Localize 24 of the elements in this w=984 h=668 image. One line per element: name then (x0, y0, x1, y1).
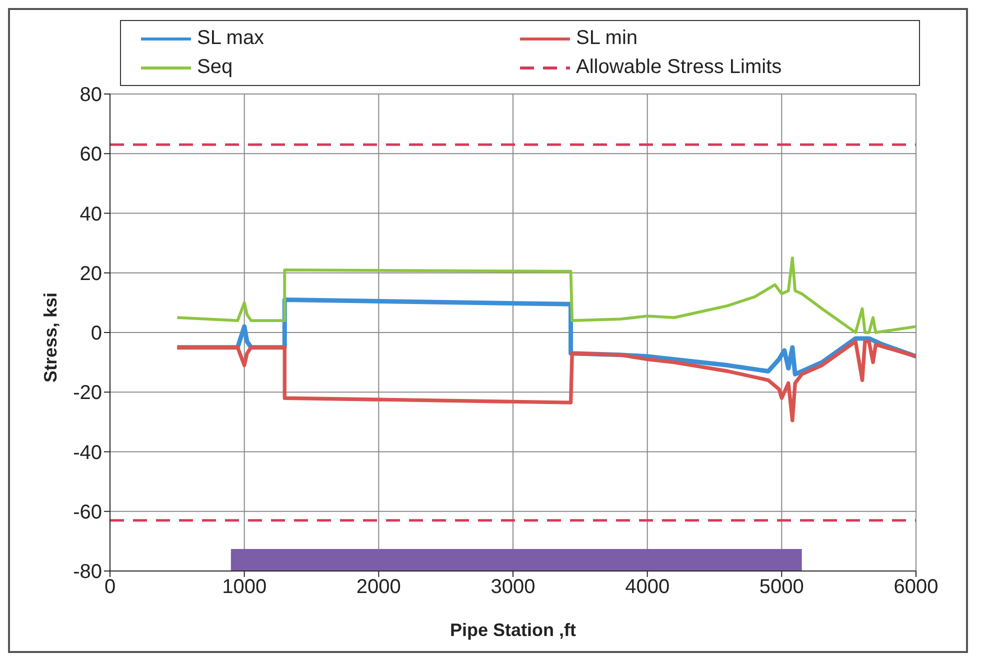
legend-label: Allowable Stress Limits (576, 56, 782, 79)
x-tick-label: 2000 (356, 576, 401, 598)
y-axis-title: Stress, ksi (40, 292, 60, 382)
x-tick-label: 4000 (625, 576, 670, 598)
y-tick-label: 40 (80, 203, 102, 226)
line-series (175, 340, 916, 422)
y-tick-label: 0 (90, 322, 102, 345)
y-tick-label: -20 (73, 382, 102, 404)
y-tick-label: -60 (73, 501, 102, 524)
x-tick-label: 0 (104, 576, 116, 598)
y-tick-label: -40 (73, 442, 102, 464)
y-tick-label: -80 (73, 561, 102, 584)
y-tick-label: 60 (80, 144, 102, 166)
x-tick-label: 5000 (759, 576, 804, 598)
legend-label: Seq (197, 56, 233, 79)
legend-label: SL max (197, 27, 264, 50)
line-series (176, 256, 916, 334)
y-tick-label: 20 (80, 262, 102, 285)
x-tick-label: 1000 (222, 576, 267, 598)
x-axis-title: Pipe Station ,ft (450, 620, 576, 640)
x-tick-label: 6000 (894, 576, 938, 598)
x-tick-label: 3000 (490, 576, 536, 598)
y-tick-label: 80 (80, 84, 102, 106)
legend-label: SL min (576, 27, 638, 50)
